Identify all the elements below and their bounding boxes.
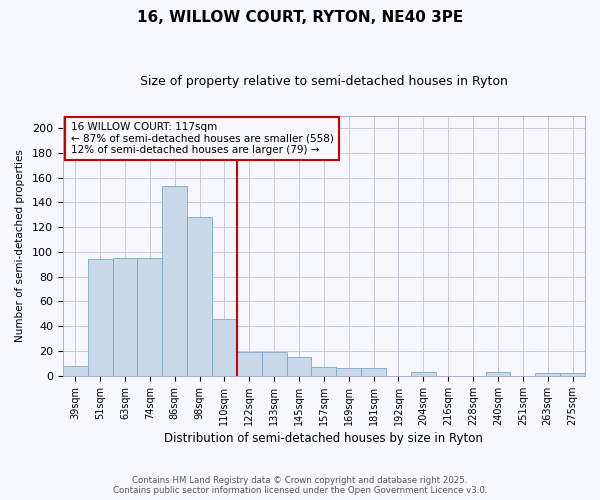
Text: Contains HM Land Registry data © Crown copyright and database right 2025.
Contai: Contains HM Land Registry data © Crown c… bbox=[113, 476, 487, 495]
Y-axis label: Number of semi-detached properties: Number of semi-detached properties bbox=[15, 150, 25, 342]
Bar bbox=[337, 368, 361, 376]
Bar bbox=[162, 186, 187, 376]
Bar bbox=[311, 367, 337, 376]
Bar bbox=[63, 366, 88, 376]
Bar bbox=[237, 352, 262, 376]
Title: Size of property relative to semi-detached houses in Ryton: Size of property relative to semi-detach… bbox=[140, 75, 508, 88]
Bar bbox=[88, 260, 113, 376]
Bar bbox=[560, 374, 585, 376]
X-axis label: Distribution of semi-detached houses by size in Ryton: Distribution of semi-detached houses by … bbox=[164, 432, 484, 445]
Bar bbox=[262, 352, 287, 376]
Bar bbox=[485, 372, 511, 376]
Bar bbox=[361, 368, 386, 376]
Text: 16 WILLOW COURT: 117sqm
← 87% of semi-detached houses are smaller (558)
12% of s: 16 WILLOW COURT: 117sqm ← 87% of semi-de… bbox=[71, 122, 334, 156]
Bar bbox=[212, 319, 237, 376]
Bar bbox=[113, 258, 137, 376]
Bar bbox=[137, 258, 162, 376]
Bar bbox=[411, 372, 436, 376]
Bar bbox=[187, 217, 212, 376]
Bar bbox=[287, 357, 311, 376]
Text: 16, WILLOW COURT, RYTON, NE40 3PE: 16, WILLOW COURT, RYTON, NE40 3PE bbox=[137, 10, 463, 25]
Bar bbox=[535, 374, 560, 376]
